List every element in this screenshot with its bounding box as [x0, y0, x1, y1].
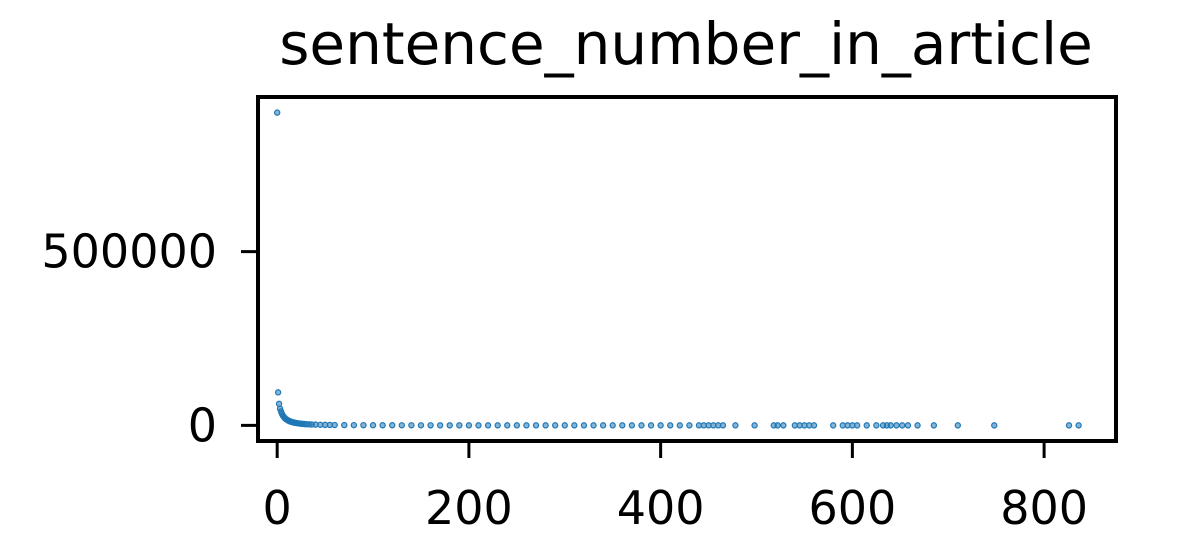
scatter-point: [863, 422, 870, 429]
scatter-point: [609, 422, 616, 429]
scatter-point: [542, 422, 549, 429]
scatter-point: [436, 422, 444, 429]
scatter-point: [853, 422, 861, 429]
scatter-point: [686, 422, 693, 429]
scatter-point: [619, 422, 626, 429]
scatter-point: [561, 422, 568, 429]
scatter-point: [647, 422, 655, 429]
scatter-point: [899, 422, 906, 429]
scatter-point: [904, 422, 912, 429]
scatter-point: [484, 422, 492, 429]
chart-title: sentence_number_in_article: [279, 10, 1093, 78]
scatter-point: [580, 422, 588, 429]
x-tick-label: 800: [1000, 481, 1088, 535]
y-tick-label: 0: [188, 398, 217, 452]
scatter-point: [991, 422, 998, 429]
scatter-point: [930, 422, 938, 429]
scatter-points: [273, 109, 1082, 429]
scatter-point: [829, 422, 837, 429]
scatter-point: [273, 109, 281, 116]
scatter-point: [810, 422, 818, 429]
scatter-point: [893, 422, 900, 429]
scatter-point: [571, 422, 578, 429]
scatter-point: [1075, 422, 1082, 429]
y-tick-label: 500000: [41, 225, 217, 279]
scatter-point: [590, 422, 597, 429]
scatter-point: [887, 422, 894, 429]
scatter-point: [751, 422, 758, 429]
scatter-point: [657, 422, 664, 429]
x-tick-label: 0: [263, 481, 292, 535]
scatter-point: [446, 422, 453, 429]
scatter-point: [369, 422, 377, 429]
scatter-point: [408, 422, 415, 429]
scatter-point: [427, 422, 434, 429]
scatter-point: [417, 422, 425, 429]
x-tick-label: 600: [808, 481, 896, 535]
scatter-point: [389, 422, 396, 429]
scatter-point: [341, 421, 348, 429]
scatter-point: [274, 389, 282, 396]
scatter-point: [780, 422, 787, 429]
plot-area-frame: [256, 95, 1118, 443]
scatter-point: [719, 422, 727, 429]
scatter-point: [494, 422, 501, 429]
scatter-point: [379, 422, 386, 429]
scatter-point: [532, 422, 540, 429]
scatter-point: [954, 422, 962, 429]
scatter-point: [456, 422, 463, 429]
scatter-point: [331, 421, 338, 429]
scatter-point: [504, 422, 511, 429]
scatter-point: [523, 422, 530, 429]
scatter-point: [732, 422, 739, 429]
x-tick-label: 400: [617, 481, 705, 535]
scatter-point: [774, 422, 781, 429]
scatter-point: [873, 422, 880, 429]
scatter-point: [475, 422, 482, 429]
x-axis: 0 200 400 600 800: [263, 441, 1088, 535]
scatter-point: [350, 421, 358, 429]
scatter-point: [551, 422, 559, 429]
scatter-point: [914, 422, 921, 429]
x-tick-label: 200: [425, 481, 513, 535]
scatter-point: [1065, 422, 1073, 429]
scatter-point: [667, 422, 674, 429]
scatter-point: [360, 421, 367, 429]
scatter-point: [513, 422, 521, 429]
y-axis: 0 500000: [41, 225, 258, 452]
scatter-point: [398, 422, 405, 429]
scatter-point: [599, 422, 607, 429]
scatter-point: [676, 422, 684, 429]
scatter-point: [638, 422, 645, 429]
scatter-point: [628, 422, 636, 429]
scatter-point: [465, 422, 473, 429]
